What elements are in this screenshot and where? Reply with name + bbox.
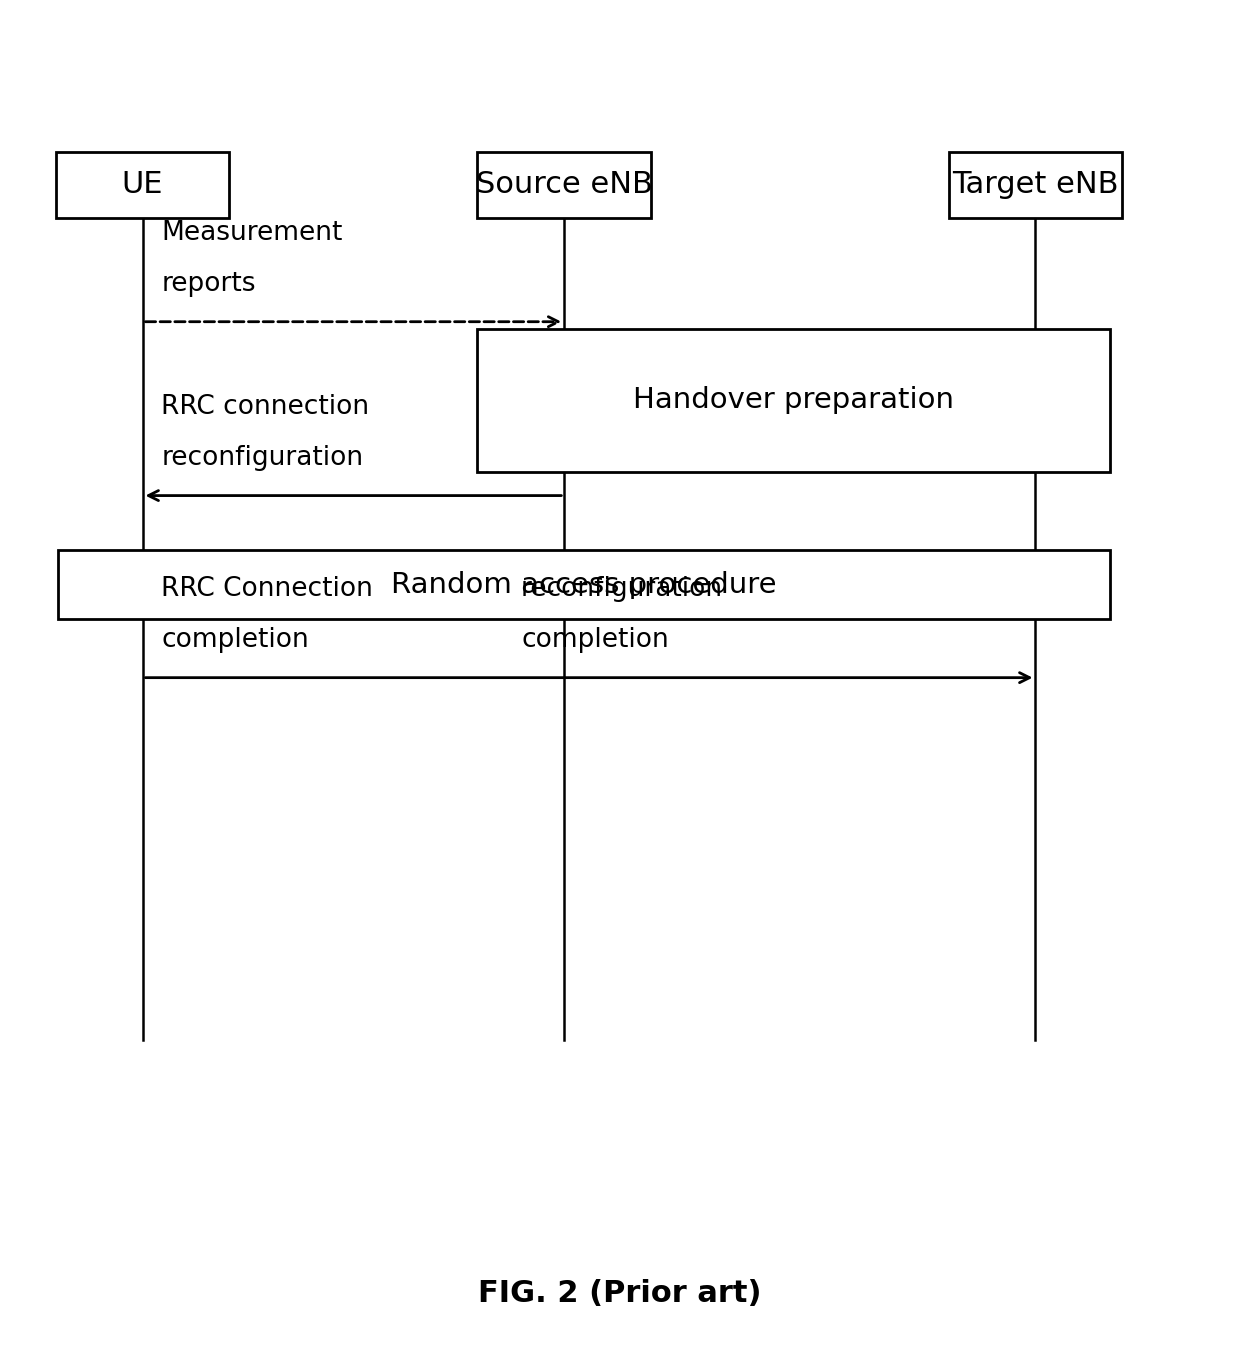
Text: FIG. 2 (Prior art): FIG. 2 (Prior art) [479,1279,761,1309]
Text: completion: completion [521,627,668,653]
Text: completion: completion [161,627,309,653]
FancyBboxPatch shape [56,152,229,218]
FancyBboxPatch shape [949,152,1122,218]
Text: RRC Connection: RRC Connection [161,576,373,602]
Text: Source eNB: Source eNB [476,170,652,200]
FancyBboxPatch shape [58,550,1110,619]
Text: Random access procedure: Random access procedure [392,571,776,598]
Text: UE: UE [122,170,164,200]
Text: RRC connection: RRC connection [161,394,370,420]
Text: Measurement: Measurement [161,220,342,246]
FancyBboxPatch shape [477,152,651,218]
Text: reports: reports [161,271,255,297]
Text: reconfiguration: reconfiguration [521,576,723,602]
Text: Handover preparation: Handover preparation [634,386,954,415]
FancyBboxPatch shape [477,329,1110,472]
Text: reconfiguration: reconfiguration [161,445,363,471]
Text: Target eNB: Target eNB [952,170,1118,200]
